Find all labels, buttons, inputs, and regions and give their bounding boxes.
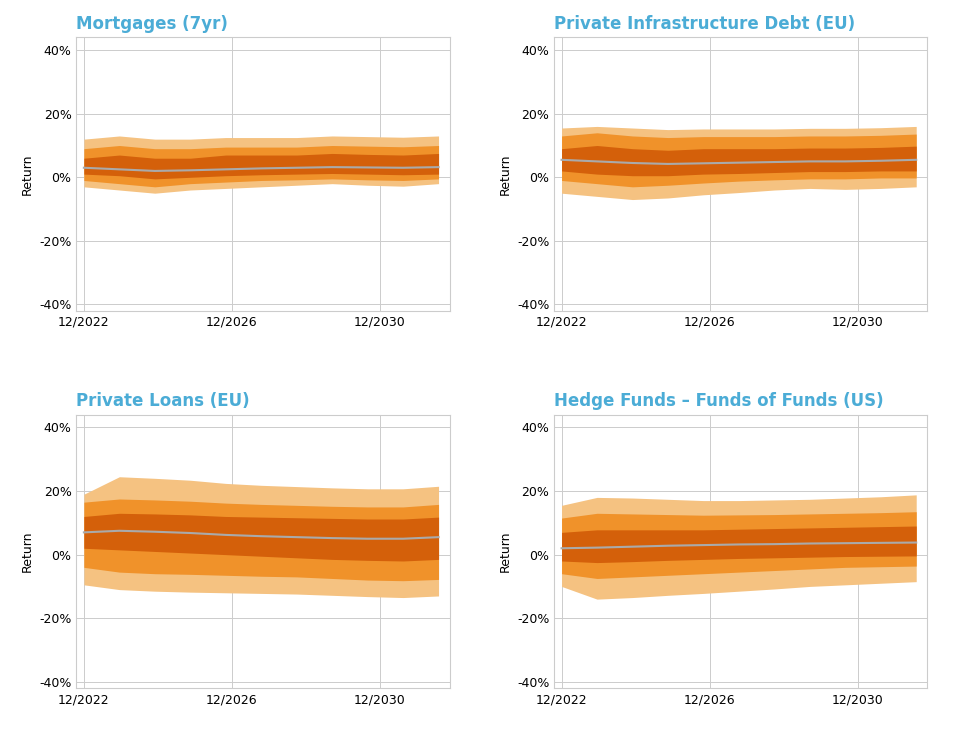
Y-axis label: Return: Return [21, 153, 33, 195]
Text: Hedge Funds – Funds of Funds (US): Hedge Funds – Funds of Funds (US) [554, 393, 883, 411]
Y-axis label: Return: Return [498, 153, 511, 195]
Text: Mortgages (7yr): Mortgages (7yr) [76, 15, 228, 33]
Y-axis label: Return: Return [498, 530, 511, 572]
Y-axis label: Return: Return [21, 530, 33, 572]
Text: Private Loans (EU): Private Loans (EU) [76, 393, 250, 411]
Text: Private Infrastructure Debt (EU): Private Infrastructure Debt (EU) [554, 15, 856, 33]
